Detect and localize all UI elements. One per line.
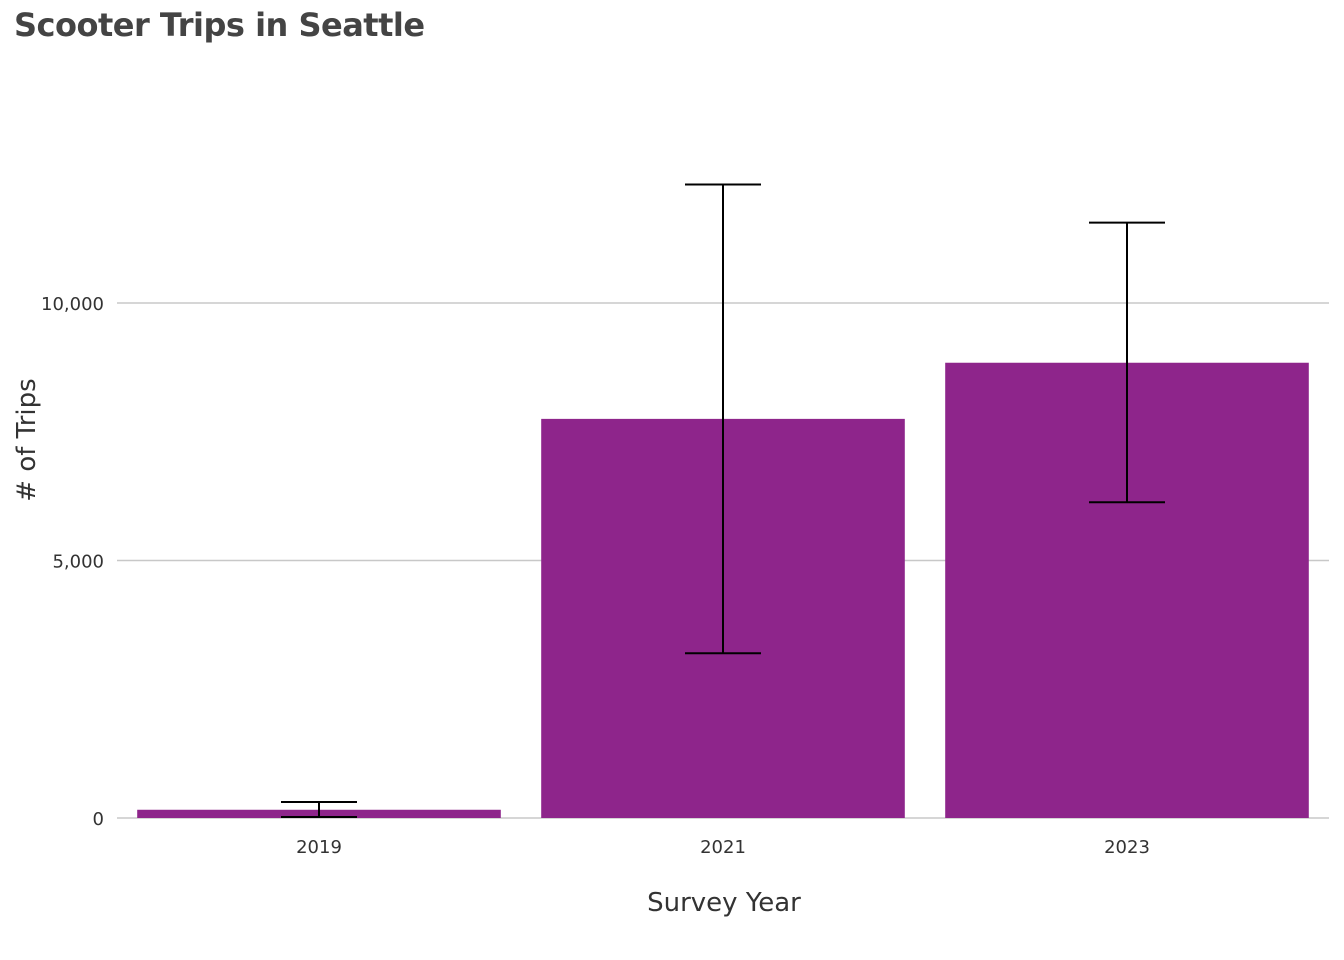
y-axis-title: # of Trips bbox=[12, 378, 42, 501]
y-tick-label: 0 bbox=[93, 809, 104, 830]
y-tick-label: 5,000 bbox=[52, 552, 104, 573]
x-tick-label-2019: 2019 bbox=[296, 837, 342, 858]
y-axis-ticks: 0 5,000 10,000 bbox=[41, 294, 104, 830]
chart-title: Scooter Trips in Seattle bbox=[14, 6, 425, 44]
x-tick-label-2021: 2021 bbox=[700, 837, 746, 858]
x-axis-title: Survey Year bbox=[647, 888, 801, 918]
y-tick-label: 10,000 bbox=[41, 294, 104, 315]
bars bbox=[137, 362, 1309, 818]
x-tick-label-2023: 2023 bbox=[1104, 837, 1150, 858]
x-axis-ticks: 2019 2021 2023 bbox=[296, 837, 1150, 858]
error-bars bbox=[281, 183, 1165, 818]
